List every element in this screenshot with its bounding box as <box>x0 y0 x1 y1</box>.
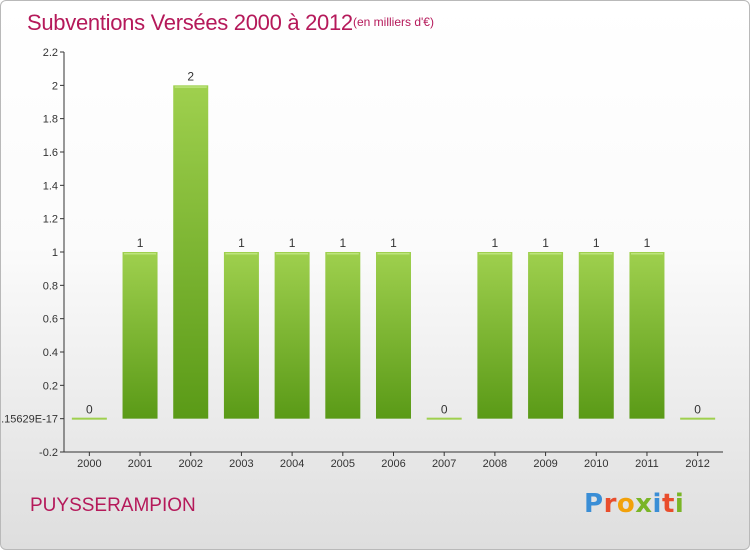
y-tick-label: 0.6 <box>43 314 58 326</box>
y-tick-label: -0.2 <box>39 447 58 459</box>
bar <box>223 252 259 419</box>
data-label: 0 <box>86 403 93 417</box>
y-tick-label: -1.15629E-17 <box>1 414 58 426</box>
x-tick-label: 2006 <box>381 458 405 470</box>
x-tick-label: 2010 <box>584 458 608 470</box>
data-label: 0 <box>694 403 701 417</box>
bar-highlight <box>580 253 613 255</box>
y-tick-label: 0.4 <box>43 347 58 359</box>
y-tick-label: 2 <box>52 80 58 92</box>
chart-title: Subventions Versées 2000 à 2012 <box>27 10 353 35</box>
data-label: 1 <box>137 236 144 250</box>
data-label: 2 <box>187 69 194 83</box>
bar <box>71 417 107 420</box>
data-label: 1 <box>492 236 499 250</box>
data-label: 1 <box>593 236 600 250</box>
commune-name: PUYSSERAMPION <box>30 495 196 516</box>
chart-unit: (en milliers d'€) <box>353 15 434 29</box>
bar <box>122 252 158 419</box>
x-tick-label: 2009 <box>533 458 557 470</box>
x-tick-label: 2003 <box>229 458 253 470</box>
data-label: 1 <box>542 236 549 250</box>
x-tick-label: 2001 <box>128 458 152 470</box>
bar <box>629 252 665 419</box>
y-tick-label: 2.2 <box>43 47 58 59</box>
bar-highlight <box>630 253 663 255</box>
data-label: 0 <box>441 403 448 417</box>
bar <box>680 417 716 420</box>
data-label: 1 <box>644 236 651 250</box>
bar <box>274 252 310 419</box>
proxiti-logo: Proxiti <box>584 489 685 519</box>
bar-highlight <box>174 86 207 88</box>
bar <box>528 252 564 419</box>
data-label: 1 <box>289 236 296 250</box>
x-tick-label: 2007 <box>432 458 456 470</box>
y-tick-label: 1.4 <box>43 180 58 192</box>
y-tick-label: 0.8 <box>43 280 58 292</box>
y-tick-label: 1.8 <box>43 114 58 126</box>
x-tick-label: 2000 <box>77 458 101 470</box>
data-label: 1 <box>339 236 346 250</box>
bar-highlight <box>326 253 359 255</box>
data-label: 1 <box>390 236 397 250</box>
y-tick-label: 0.2 <box>43 380 58 392</box>
x-tick-label: 2002 <box>178 458 202 470</box>
bar <box>173 85 209 419</box>
bar <box>477 252 513 419</box>
x-tick-label: 2008 <box>483 458 507 470</box>
bar-highlight <box>124 253 157 255</box>
bar-highlight <box>225 253 258 255</box>
y-tick-label: 1.6 <box>43 147 58 159</box>
bar <box>426 417 462 420</box>
x-tick-label: 2011 <box>635 458 659 470</box>
y-tick-label: 1.2 <box>43 214 58 226</box>
bar <box>325 252 361 419</box>
y-tick-label: 1 <box>52 247 58 259</box>
x-tick-label: 2012 <box>685 458 709 470</box>
x-tick-label: 2005 <box>331 458 355 470</box>
data-label: 1 <box>238 236 245 250</box>
bar <box>376 252 411 419</box>
bar-highlight <box>377 253 410 255</box>
bar-highlight <box>276 253 309 255</box>
x-tick-label: 2004 <box>280 458 304 470</box>
bar <box>578 252 614 419</box>
bar-highlight <box>478 253 511 255</box>
bar-highlight <box>529 253 562 255</box>
